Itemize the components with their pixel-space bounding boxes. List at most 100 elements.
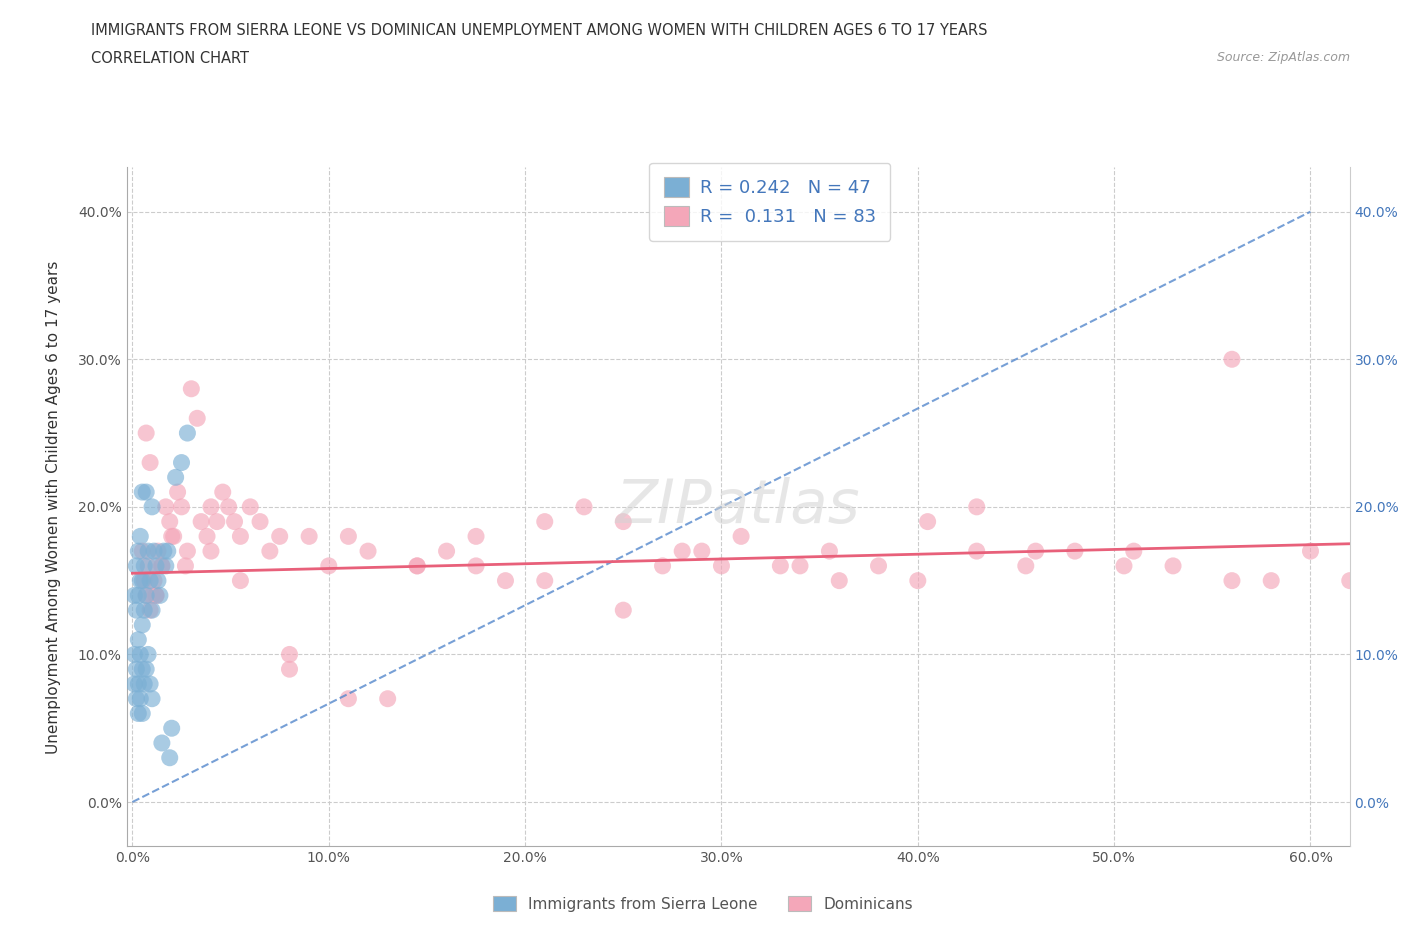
Point (298, 529, 321, 544)
Text: Source: ZipAtlas.com: Source: ZipAtlas.com (1216, 51, 1350, 64)
Point (141, 499, 163, 514)
Point (218, 499, 240, 514)
Point (671, 544, 693, 559)
Point (131, 618, 153, 632)
Point (145, 588, 167, 603)
Point (465, 529, 488, 544)
Point (1299, 544, 1322, 559)
Point (190, 514, 212, 529)
Point (131, 485, 153, 499)
Text: ZIPatlas: ZIPatlas (616, 477, 860, 537)
Point (135, 426, 157, 441)
Point (337, 691, 360, 706)
Point (131, 544, 153, 559)
Point (818, 544, 841, 559)
Point (200, 499, 222, 514)
Point (1122, 544, 1144, 559)
Text: IMMIGRANTS FROM SIERRA LEONE VS DOMINICAN UNEMPLOYMENT AMONG WOMEN WITH CHILDREN: IMMIGRANTS FROM SIERRA LEONE VS DOMINICA… (91, 23, 988, 38)
Point (651, 558, 673, 573)
Point (127, 676, 149, 691)
Point (769, 558, 792, 573)
Point (572, 499, 595, 514)
Point (143, 573, 166, 588)
Point (135, 662, 157, 677)
Point (146, 544, 169, 559)
Point (135, 588, 157, 603)
Point (134, 676, 156, 691)
Point (174, 558, 197, 573)
Point (966, 499, 988, 514)
Point (907, 573, 929, 588)
Point (278, 662, 301, 677)
Point (436, 544, 458, 559)
Point (165, 470, 187, 485)
Point (357, 544, 380, 559)
Point (406, 558, 429, 573)
Point (205, 514, 228, 529)
Point (163, 529, 186, 544)
Legend: Immigrants from Sierra Leone, Dominicans: Immigrants from Sierra Leone, Dominicans (486, 889, 920, 918)
Point (465, 558, 488, 573)
Point (1063, 544, 1085, 559)
Point (146, 573, 169, 588)
Point (139, 603, 162, 618)
Point (156, 544, 179, 559)
Point (134, 603, 156, 618)
Point (828, 573, 851, 588)
Point (966, 544, 988, 559)
Point (269, 529, 291, 544)
Point (131, 662, 153, 677)
Point (224, 514, 246, 529)
Point (180, 381, 202, 396)
Point (150, 558, 173, 573)
Point (150, 736, 173, 751)
Point (1220, 573, 1243, 588)
Point (135, 588, 157, 603)
Point (129, 647, 152, 662)
Point (131, 706, 153, 721)
Point (533, 514, 555, 529)
Point (127, 632, 149, 647)
Point (249, 514, 271, 529)
Y-axis label: Unemployment Among Women with Children Ages 6 to 17 years: Unemployment Among Women with Children A… (46, 260, 60, 753)
Point (129, 529, 152, 544)
Point (1015, 558, 1038, 573)
Point (150, 558, 173, 573)
Point (259, 544, 281, 559)
Point (141, 588, 163, 603)
Point (159, 514, 181, 529)
Point (153, 544, 176, 559)
Point (176, 426, 198, 441)
Point (1161, 558, 1184, 573)
Point (278, 647, 301, 662)
Point (136, 647, 159, 662)
Legend: R = 0.242   N = 47, R =  0.131   N = 83: R = 0.242 N = 47, R = 0.131 N = 83 (650, 163, 890, 241)
Point (1220, 352, 1243, 366)
Point (710, 558, 733, 573)
Point (125, 603, 148, 618)
Point (211, 485, 233, 499)
Text: CORRELATION CHART: CORRELATION CHART (91, 51, 249, 66)
Point (155, 558, 177, 573)
Point (200, 544, 222, 559)
Point (139, 455, 162, 470)
Point (318, 558, 340, 573)
Point (868, 558, 890, 573)
Point (125, 691, 148, 706)
Point (166, 485, 188, 499)
Point (1378, 721, 1400, 736)
Point (690, 544, 713, 559)
Point (337, 529, 360, 544)
Point (239, 499, 262, 514)
Point (134, 558, 156, 573)
Point (145, 558, 167, 573)
Point (134, 573, 156, 588)
Point (127, 706, 149, 721)
Point (145, 588, 167, 603)
Point (406, 558, 429, 573)
Point (1339, 573, 1361, 588)
Point (195, 529, 218, 544)
Point (149, 588, 172, 603)
Point (139, 573, 162, 588)
Point (789, 558, 811, 573)
